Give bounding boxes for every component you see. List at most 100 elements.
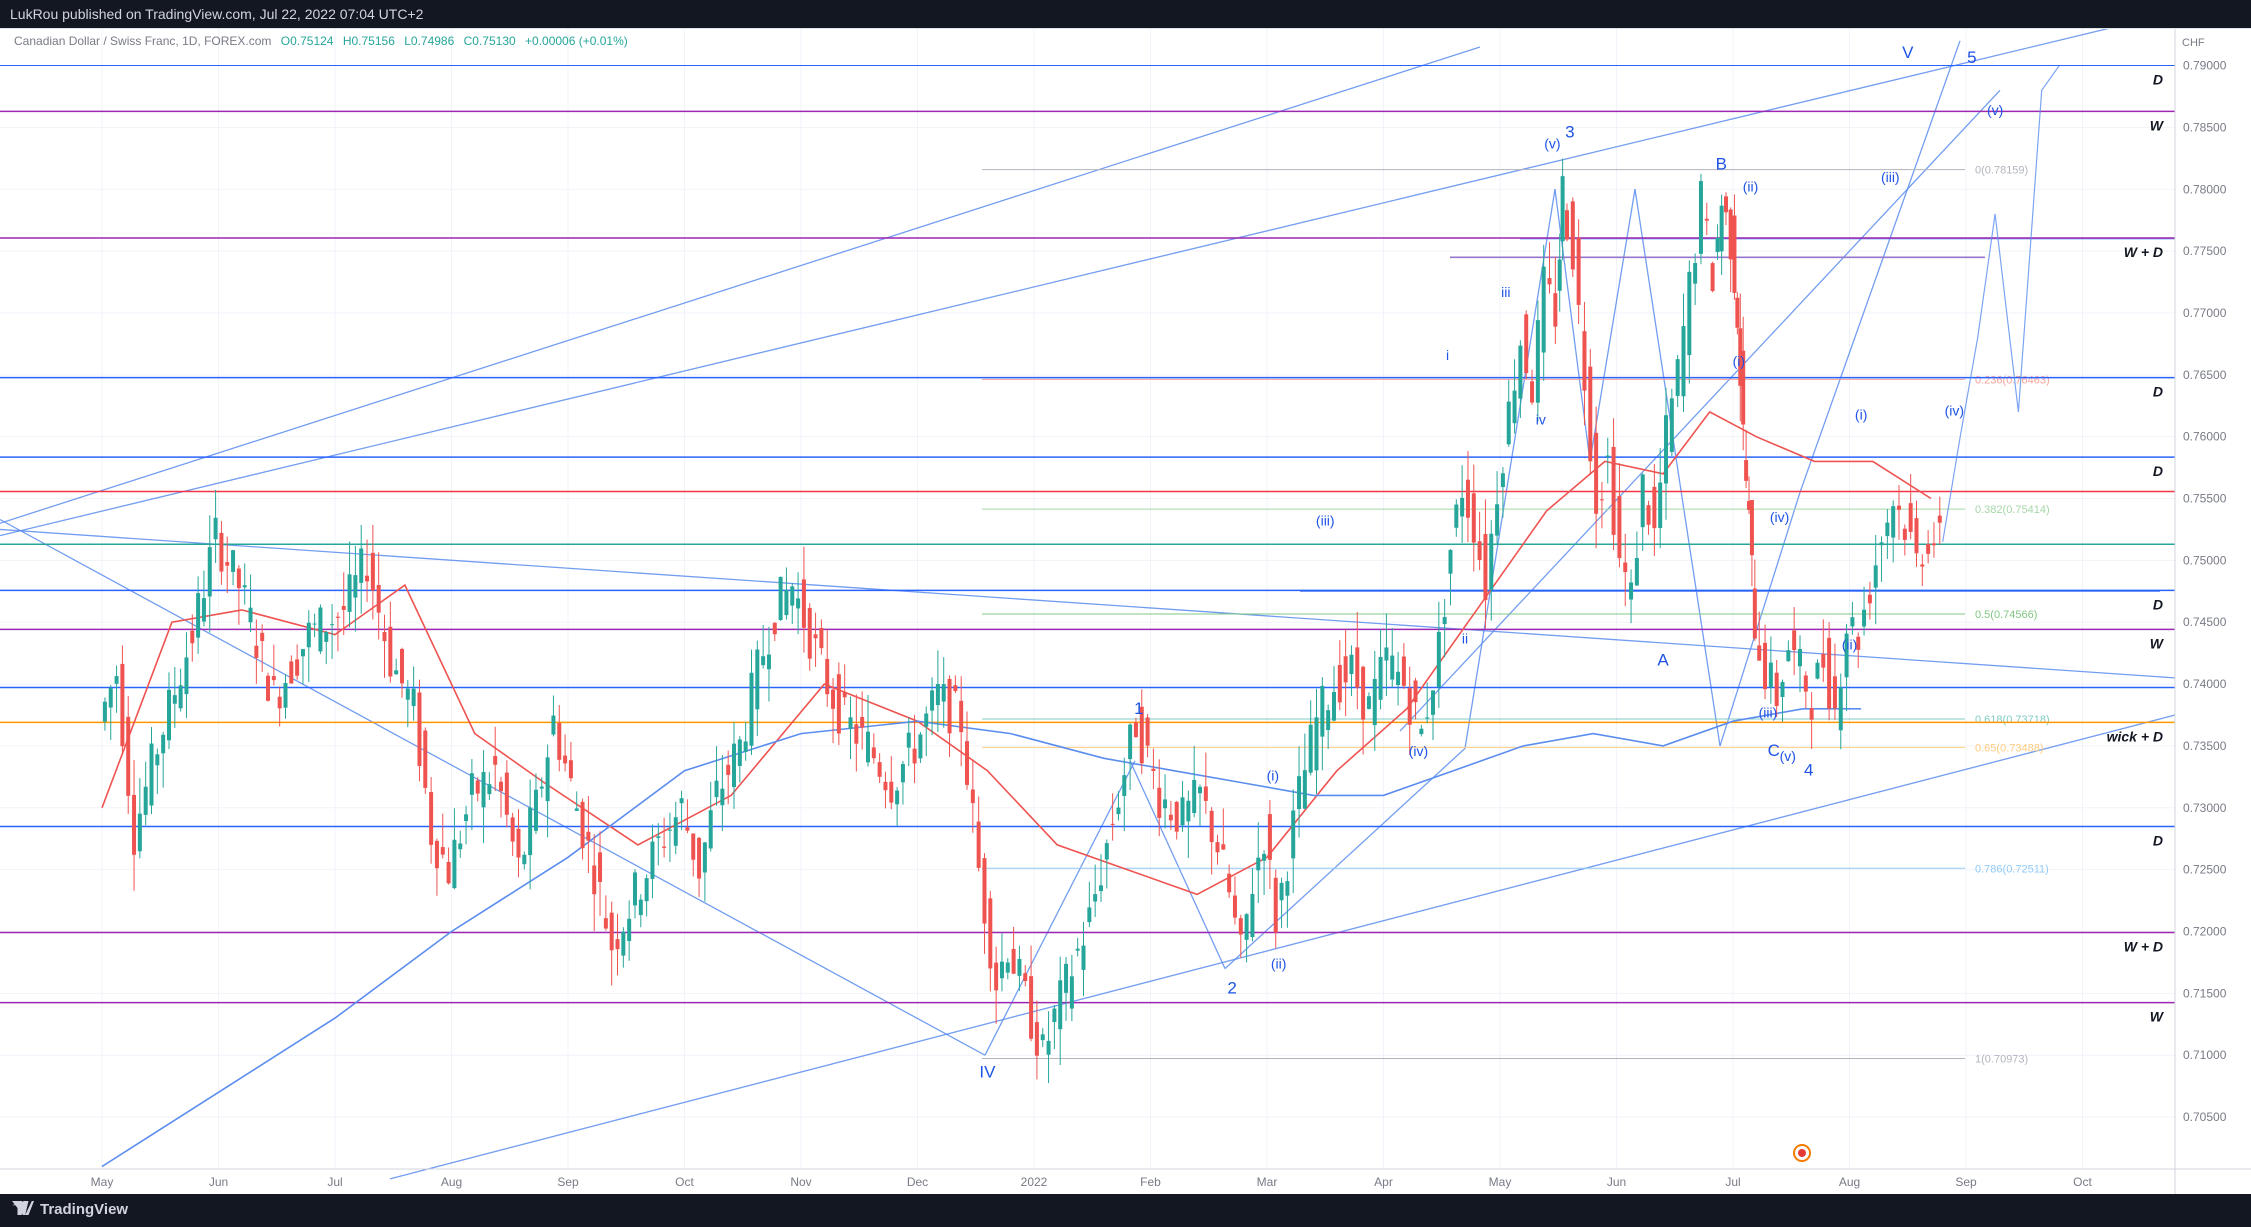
chart-area[interactable]: 0(0.78159) 0.236(0.76463) 0.382(0.75414) 0.…: [0, 15, 2251, 1195]
candle-body: [1809, 708, 1814, 720]
candle-body: [487, 784, 492, 795]
candle-body: [1652, 486, 1657, 529]
candle-body: [1738, 328, 1743, 386]
candle-body: [1547, 278, 1552, 285]
candle-body: [644, 878, 649, 902]
candle-body: [394, 670, 399, 675]
candle-body: [161, 734, 166, 754]
candle-body: [1256, 857, 1261, 871]
y-tick-label: 0.78500: [2183, 120, 2227, 134]
candle-body: [1401, 656, 1406, 686]
candle-body: [1273, 877, 1278, 933]
candle-body: [941, 684, 946, 702]
candle-body: [1687, 271, 1692, 356]
candle-body: [1827, 637, 1832, 709]
candle-body: [184, 657, 189, 695]
candle-body: [877, 762, 882, 777]
level-marker: W: [2150, 117, 2165, 133]
candle-body: [499, 781, 504, 792]
candle-body: [388, 626, 393, 677]
candle-body: [1116, 807, 1121, 815]
candle-body: [1774, 672, 1779, 707]
x-tick-label: Feb: [1140, 1175, 1161, 1189]
candle-body: [440, 847, 445, 855]
candle-body: [1535, 320, 1540, 403]
candle-body: [1302, 770, 1307, 809]
level-marker: D: [2153, 596, 2163, 612]
candle-body: [784, 590, 789, 616]
candle-body: [458, 843, 463, 850]
level-marker: W: [2150, 635, 2165, 651]
level-marker: D: [2153, 832, 2163, 848]
candle-body: [1792, 630, 1797, 651]
level-marker: D: [2153, 384, 2163, 400]
candle-body: [1675, 359, 1680, 396]
high-value: H0.75156: [343, 34, 395, 48]
candle-body: [522, 854, 527, 865]
candle-body: [906, 732, 911, 748]
candle-body: [976, 821, 981, 868]
y-tick-label: 0.77000: [2183, 306, 2227, 320]
change-value: +0.00006 (+0.01%): [525, 34, 628, 48]
tradingview-logo[interactable]: TradingView: [12, 1201, 128, 1218]
candle-body: [1460, 497, 1465, 517]
candle-body: [1133, 722, 1138, 738]
wave-label: A: [1657, 651, 1669, 670]
candle-body: [1227, 873, 1232, 893]
candle-body: [271, 676, 276, 681]
candle-body: [1087, 907, 1092, 923]
candle-body: [545, 757, 550, 802]
candle-body: [1681, 326, 1686, 397]
trend-line: [0, 46, 1481, 524]
candle-body: [714, 780, 719, 798]
candle-body: [1291, 810, 1296, 859]
candle-body: [417, 692, 422, 766]
candle-body: [143, 786, 148, 815]
candle-body: [1232, 895, 1237, 918]
candle-body: [1355, 647, 1360, 688]
trend-line: [1589, 189, 1636, 462]
candle-body: [1209, 810, 1214, 843]
wave-label: 5: [1967, 48, 1976, 67]
level-marker: wick + D: [2107, 728, 2163, 744]
candle-body: [1518, 345, 1523, 399]
flag-icon[interactable]: [1793, 1144, 1811, 1162]
fib-label: 0.236(0.76463): [1975, 374, 2050, 386]
time-axis[interactable]: May Jun Jul Aug Sep Oct Nov Dec 2022 Feb Mar Apr May…: [0, 1168, 2251, 1189]
candle-body: [895, 790, 900, 805]
wave-label: (ii): [1271, 956, 1287, 972]
price-axis[interactable]: 0.79000 0.78500 0.78000 0.77500 0.77000 0.765…: [2174, 29, 2251, 1195]
candle-body: [1735, 297, 1740, 328]
candle-body: [1052, 1008, 1057, 1022]
projection: [1942, 65, 2060, 542]
candle-body: [1879, 542, 1884, 546]
x-tick-label: Nov: [790, 1175, 811, 1189]
candle-body: [201, 598, 206, 622]
candle-body: [1838, 687, 1843, 731]
candle-body: [266, 675, 271, 701]
candle-body: [1198, 786, 1203, 794]
candle-body: [411, 688, 416, 707]
y-tick-label: 0.75000: [2183, 553, 2227, 567]
candle-body: [988, 898, 993, 969]
y-tick-label: 0.76000: [2183, 430, 2227, 444]
candle-body: [376, 585, 381, 613]
wave-label: (iii): [1881, 169, 1900, 185]
candle-body: [1576, 237, 1581, 305]
candle-body: [1145, 717, 1150, 746]
candle-body: [1763, 642, 1768, 690]
candle-body: [1715, 237, 1720, 253]
x-tick-label: Mar: [1257, 1175, 1278, 1189]
candle-body: [563, 755, 568, 764]
candle-body: [1203, 786, 1208, 801]
candle-body: [1244, 914, 1249, 940]
candle-body: [947, 678, 952, 734]
candle-body: [1658, 482, 1663, 528]
trend-line: [0, 518, 986, 1056]
candle-body: [283, 682, 288, 708]
candle-body: [796, 598, 801, 609]
candle-body: [737, 739, 742, 766]
candle-body: [347, 574, 352, 612]
x-tick-label: Oct: [675, 1175, 694, 1189]
price-chart[interactable]: 0(0.78159) 0.236(0.76463) 0.382(0.75414) 0.…: [0, 15, 2251, 1195]
